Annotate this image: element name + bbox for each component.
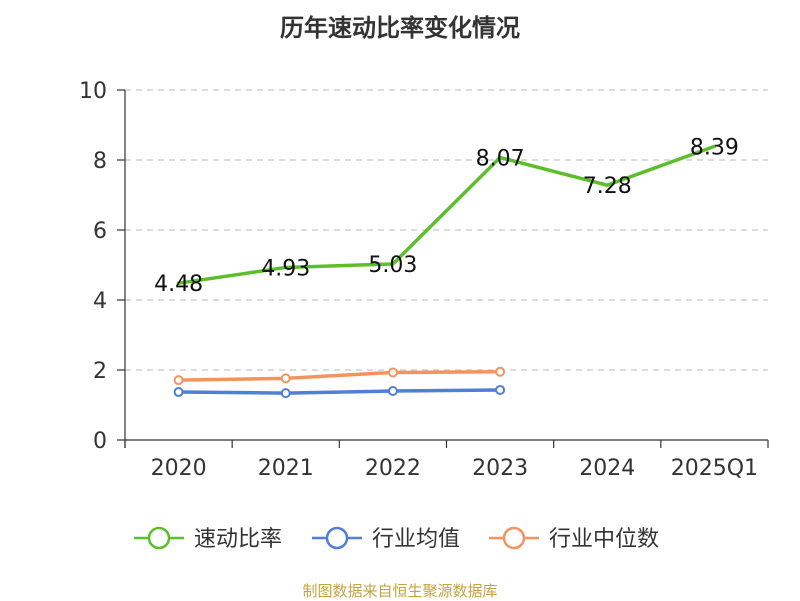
legend-marker xyxy=(325,526,349,550)
series-layer xyxy=(173,144,717,399)
legend-label: 速动比率 xyxy=(194,527,282,552)
chart-title: 历年速动比率变化情况 xyxy=(280,14,520,42)
y-tick-label: 10 xyxy=(79,79,107,104)
x-tick-label: 2023 xyxy=(472,456,528,481)
legend-item-0[interactable]: 速动比率 xyxy=(134,526,282,552)
data-label: 4.93 xyxy=(261,256,310,281)
data-point[interactable] xyxy=(280,373,291,384)
data-point[interactable] xyxy=(173,387,184,398)
data-labels: 4.48 4.93 5.03 8.07 7.28 8.39 xyxy=(154,135,739,297)
legend-item-1[interactable]: 行业均值 xyxy=(312,526,460,552)
data-label: 8.07 xyxy=(476,147,525,172)
data-label: 4.48 xyxy=(154,272,203,297)
y-tick-label: 6 xyxy=(93,219,107,244)
y-tick-label: 4 xyxy=(93,289,107,314)
x-tick-label: 2025Q1 xyxy=(671,456,758,481)
series-line-1 xyxy=(176,388,502,395)
legend-item-2[interactable]: 行业中位数 xyxy=(489,526,659,552)
data-point[interactable] xyxy=(495,366,506,377)
legend[interactable]: 速动比率 行业均值 行业中位数 xyxy=(134,526,659,552)
y-tick-label: 0 xyxy=(93,429,107,454)
y-tick-label: 2 xyxy=(93,359,107,384)
x-tick-label: 2021 xyxy=(258,456,314,481)
data-point[interactable] xyxy=(387,386,398,396)
data-label: 7.28 xyxy=(583,174,632,199)
data-label: 8.39 xyxy=(690,135,739,160)
series-line-0 xyxy=(176,144,717,285)
x-tick-label: 2024 xyxy=(579,456,635,481)
legend-marker xyxy=(502,526,526,550)
legend-marker xyxy=(147,526,171,550)
legend-label: 行业中位数 xyxy=(549,527,659,552)
series-line-2 xyxy=(176,370,502,382)
y-tick-label: 8 xyxy=(93,149,107,174)
data-point[interactable] xyxy=(280,388,291,399)
data-point[interactable] xyxy=(495,384,506,395)
source-note: 制图数据来自恒生聚源数据库 xyxy=(302,582,498,600)
data-point[interactable] xyxy=(173,375,184,386)
legend-label: 行业均值 xyxy=(372,527,460,552)
axes: 0 2 4 6 8 10 2020 2021 2022 2023 2024 2025Q1 xyxy=(79,79,769,481)
x-tick-label: 2020 xyxy=(151,456,207,481)
data-label: 5.03 xyxy=(368,253,417,278)
x-tick-label: 2022 xyxy=(365,456,421,481)
grid-lines xyxy=(125,89,768,371)
data-point[interactable] xyxy=(387,367,398,378)
